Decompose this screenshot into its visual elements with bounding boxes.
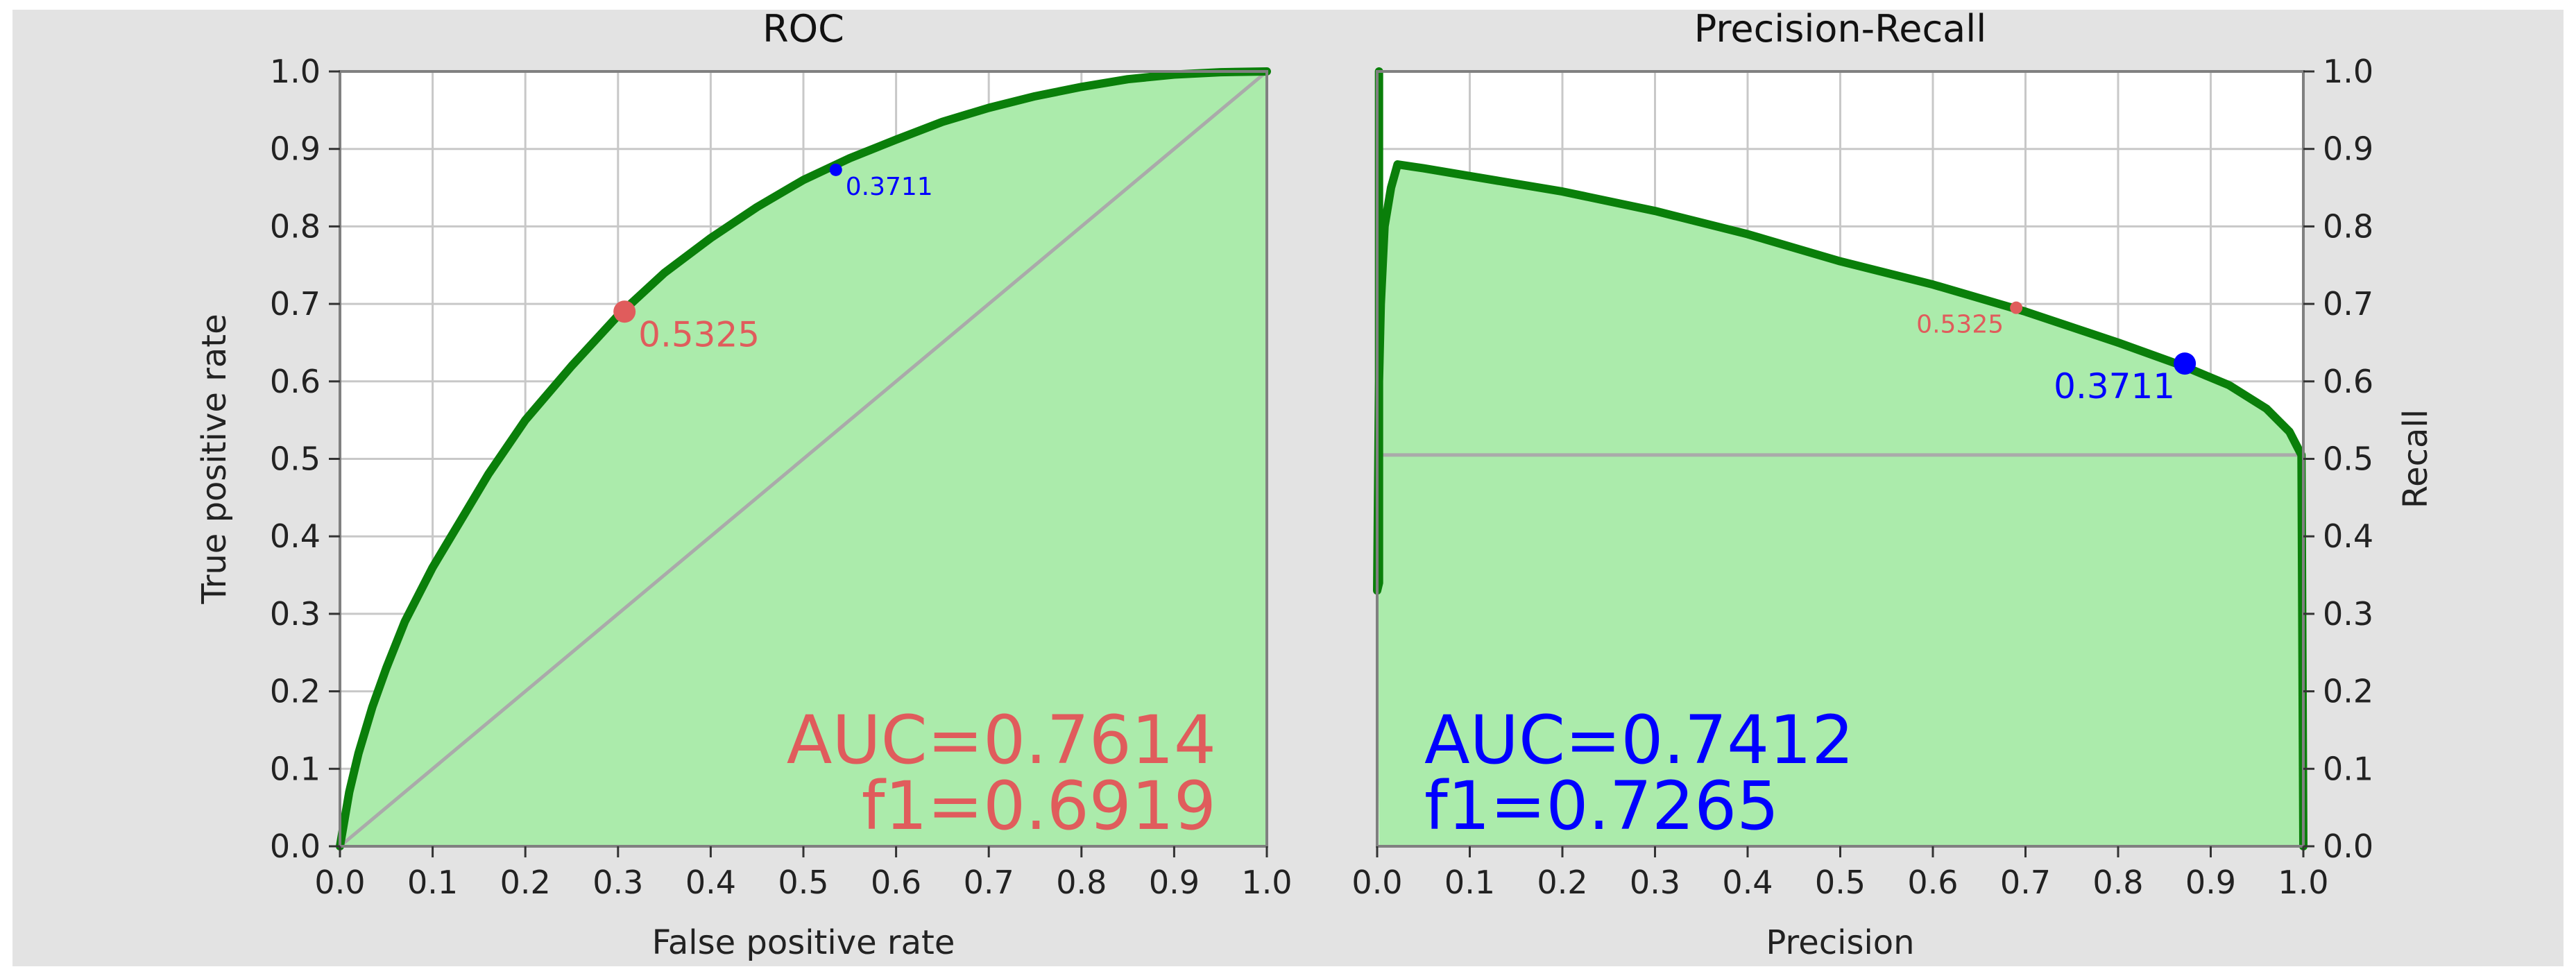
pr-threshold-label: 0.5325 [1916,311,2004,339]
roc-threshold-marker [613,300,636,323]
roc-threshold-marker [829,163,842,176]
roc-x-tick-label: 0.0 [314,864,365,901]
roc-y-tick-label: 0.3 [270,595,321,633]
roc-x-tick-label: 0.9 [1149,864,1200,901]
roc-title: ROC [762,7,844,51]
roc-y-tick-label: 0.8 [270,207,321,245]
pr-y-tick-label: 0.6 [2323,363,2373,400]
pr-y-tick-label: 0.9 [2323,130,2373,168]
pr-y-ticks: 0.0 0.1 0.2 0.3 0.4 0.5 0.6 0.7 0.8 0.9 1.0 [2303,53,2373,865]
pr-x-tick-label: 1.0 [2278,864,2328,901]
roc-y-ticks: 0.0 0.1 0.2 0.3 0.4 0.5 0.6 0.7 0.8 0.9 1.0 [270,53,340,865]
roc-panel: 0.0 0.1 0.2 0.3 0.4 0.5 0.6 0.7 0.8 0.9 1.0 0.0 0.1… [195,7,1293,962]
pr-threshold-marker [2010,301,2023,314]
roc-x-ticks: 0.0 0.1 0.2 0.3 0.4 0.5 0.6 0.7 0.8 0.9 1.0 [314,846,1293,901]
pr-auc-annotation: AUC=0.7412 [1424,701,1854,779]
pr-x-tick-label: 0.8 [2092,864,2143,901]
pr-f1-annotation: f1=0.7265 [1424,767,1779,845]
roc-x-tick-label: 0.6 [871,864,921,901]
roc-y-tick-label: 0.5 [270,440,321,478]
pr-x-tick-label: 0.3 [1630,864,1680,901]
pr-y-tick-label: 0.1 [2323,750,2373,787]
roc-x-axis-label: False positive rate [652,923,955,962]
roc-threshold-label: 0.3711 [846,173,933,201]
pr-y-axis-label: Recall [2396,409,2435,508]
pr-x-tick-label: 0.5 [1815,864,1866,901]
roc-x-tick-label: 0.1 [407,864,458,901]
pr-curve [1373,67,2308,850]
pr-threshold-marker [2174,352,2197,375]
roc-threshold-markers: 0.5325 0.3711 [613,163,933,354]
roc-x-tick-label: 0.5 [778,864,828,901]
pr-y-tick-label: 0.5 [2323,440,2373,478]
roc-diagonal-reference [339,70,1268,848]
pr-y-tick-label: 0.3 [2323,595,2373,633]
roc-y-tick-label: 1.0 [270,53,321,90]
roc-threshold-label: 0.5325 [638,314,760,354]
pr-y-tick-label: 0.4 [2323,517,2373,555]
roc-x-tick-label: 0.4 [685,864,736,901]
roc-y-tick-label: 0.1 [270,750,321,787]
roc-x-tick-label: 0.2 [500,864,551,901]
pr-panel: 0.0 0.1 0.2 0.3 0.4 0.5 0.6 0.7 0.8 0.9 1.0 0.0 0.1… [1351,7,2435,962]
roc-curve [336,67,1271,850]
pr-x-tick-label: 0.2 [1537,864,1587,901]
pr-y-tick-label: 0.0 [2323,828,2373,865]
pr-x-ticks: 0.0 0.1 0.2 0.3 0.4 0.5 0.6 0.7 0.8 0.9 1.0 [1351,846,2329,901]
pr-y-tick-label: 0.7 [2323,285,2373,323]
pr-x-tick-label: 0.6 [1907,864,1958,901]
pr-title: Precision-Recall [1694,7,1987,51]
roc-y-tick-label: 0.2 [270,673,321,710]
roc-x-tick-label: 0.3 [592,864,643,901]
roc-y-axis-label: True positive rate [195,314,234,604]
roc-auc-annotation: AUC=0.7614 [787,701,1216,779]
pr-threshold-markers: 0.5325 0.3711 [1916,301,2197,406]
pr-y-tick-label: 0.8 [2323,207,2373,245]
roc-y-tick-label: 0.0 [270,828,321,865]
pr-area-fill [1377,164,2303,846]
pr-x-tick-label: 0.9 [2185,864,2236,901]
roc-x-tick-label: 0.7 [964,864,1014,901]
pr-x-tick-label: 0.0 [1351,864,1402,901]
pr-x-axis-label: Precision [1766,923,1914,962]
pr-x-tick-label: 0.4 [1722,864,1773,901]
roc-y-tick-label: 0.9 [270,130,321,168]
pr-y-tick-label: 1.0 [2323,53,2373,90]
pr-x-tick-label: 0.7 [2000,864,2051,901]
roc-x-tick-label: 0.8 [1056,864,1107,901]
roc-f1-annotation: f1=0.6919 [862,767,1216,845]
roc-x-tick-label: 1.0 [1241,864,1292,901]
pr-x-tick-label: 0.1 [1444,864,1495,901]
pr-y-tick-label: 0.2 [2323,673,2373,710]
roc-y-tick-label: 0.7 [270,285,321,323]
pr-threshold-label: 0.3711 [2054,366,2175,406]
roc-y-tick-label: 0.6 [270,363,321,400]
roc-y-tick-label: 0.4 [270,517,321,555]
